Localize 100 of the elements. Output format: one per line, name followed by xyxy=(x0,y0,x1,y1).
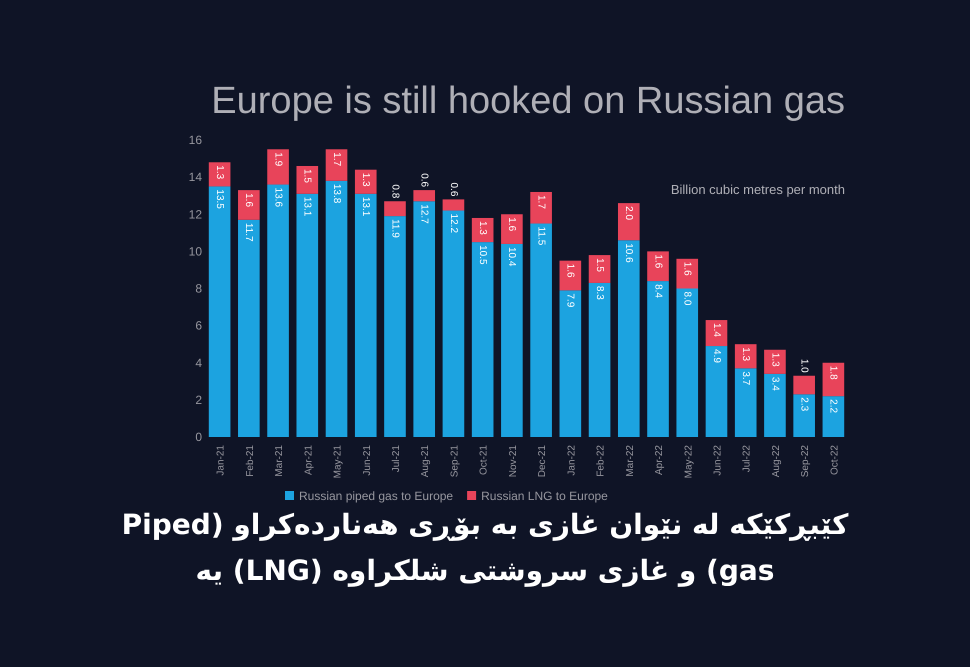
bar xyxy=(472,242,494,437)
bar xyxy=(647,251,669,282)
bar xyxy=(354,194,377,437)
bar xyxy=(618,203,640,240)
bar xyxy=(296,194,318,437)
bar xyxy=(208,162,230,186)
x-tick-label: May-21 xyxy=(332,444,344,478)
data-label: 11.7 xyxy=(243,222,254,242)
data-label: 13.1 xyxy=(360,196,372,217)
bar xyxy=(354,170,377,194)
bar xyxy=(413,190,436,202)
bar xyxy=(326,180,348,437)
bar xyxy=(501,244,523,437)
data-label: 7.9 xyxy=(564,293,576,308)
x-tick-label: Aug-21 xyxy=(420,444,432,478)
bar xyxy=(588,282,610,437)
data-label: 0.6 xyxy=(448,182,459,197)
data-label: 2.3 xyxy=(798,397,810,412)
y-tick-label: 0 xyxy=(195,430,202,444)
bar xyxy=(706,320,728,346)
data-label: 2.2 xyxy=(828,399,839,414)
x-tick-label: Jun-21 xyxy=(362,444,373,476)
bar xyxy=(764,350,786,374)
x-tick-label: Jan-22 xyxy=(566,444,578,476)
data-label: 10.6 xyxy=(623,243,634,264)
y-tick-label: 16 xyxy=(188,133,202,147)
data-label: 3.7 xyxy=(740,371,752,386)
x-tick-label: Sep-21 xyxy=(449,444,460,478)
y-tick-label: 4 xyxy=(195,356,202,370)
bar xyxy=(822,362,844,396)
bar xyxy=(822,396,844,437)
data-label: 13.5 xyxy=(214,189,225,210)
y-tick-label: 12 xyxy=(188,207,202,222)
bar xyxy=(472,218,494,242)
data-label: 1.5 xyxy=(594,258,605,272)
data-label: 12.7 xyxy=(418,204,430,224)
data-label: 10.5 xyxy=(477,245,488,265)
data-label: 2.0 xyxy=(623,206,634,220)
x-tick-label: Mar-22 xyxy=(624,444,636,477)
data-label: 8.0 xyxy=(682,292,693,306)
x-tick-label: Apr-22 xyxy=(654,444,666,476)
bar xyxy=(793,394,815,437)
x-tick-label: Jan-21 xyxy=(216,444,227,476)
data-label: 13.1 xyxy=(302,196,313,217)
bar xyxy=(676,288,698,437)
legend-label: Russian LNG to Europe xyxy=(481,489,608,503)
bar xyxy=(676,258,698,288)
x-tick-label: Feb-21 xyxy=(244,444,256,477)
data-label: 11.9 xyxy=(389,219,400,238)
data-label: 13.6 xyxy=(272,188,284,208)
y-tick-label: 10 xyxy=(188,244,202,258)
data-label: 1.9 xyxy=(272,152,284,167)
data-label: 8.4 xyxy=(652,284,664,298)
bar xyxy=(267,149,289,185)
text: کێبڕکێکە لە نێوان غازی بە بۆڕی هەناردەکراو (Piped gas) و غازی سروشتی شلکراوە (LNG) یە xyxy=(120,507,850,589)
bar xyxy=(734,344,757,368)
x-tick-label: Oct-21 xyxy=(478,444,490,476)
bar xyxy=(706,346,728,437)
bar xyxy=(764,374,786,437)
bar xyxy=(384,216,406,437)
data-label: 12.2 xyxy=(448,214,459,234)
legend-label: Russian piped gas to Europe xyxy=(299,489,454,503)
data-label: 1.0 xyxy=(798,358,810,374)
y-tick-label: 8 xyxy=(195,282,202,296)
y-tick-label: 2 xyxy=(195,392,202,407)
data-label: 1.6 xyxy=(652,254,664,269)
bar xyxy=(208,186,230,437)
chart-title: Europe is still hooked on Russian gas xyxy=(210,79,845,124)
x-tick-label: Jul-22 xyxy=(742,444,753,472)
x-tick-label: Jul-21 xyxy=(390,444,402,472)
data-label: 1.3 xyxy=(769,352,780,368)
data-label: 1.3 xyxy=(477,220,488,236)
y-tick-label: 14 xyxy=(188,170,202,184)
x-tick-label: Oct-22 xyxy=(829,444,840,476)
data-label: 13.8 xyxy=(330,184,342,204)
bar xyxy=(442,210,464,437)
bar xyxy=(647,281,669,437)
data-label: 1.6 xyxy=(564,264,576,278)
x-tick-label: Nov-21 xyxy=(508,444,519,478)
bar xyxy=(560,260,582,290)
x-tick-label: Aug-22 xyxy=(770,444,782,478)
data-label: 10.4 xyxy=(506,246,518,267)
bar xyxy=(238,220,260,437)
bar xyxy=(267,184,289,437)
bar xyxy=(501,214,523,244)
data-label: 8.3 xyxy=(594,286,605,300)
x-tick-label: Apr-21 xyxy=(303,444,314,476)
x-tick-label: Dec-21 xyxy=(537,444,548,478)
data-label: 1.6 xyxy=(682,262,693,276)
bar xyxy=(560,290,582,437)
data-label: 1.6 xyxy=(506,217,518,232)
bar xyxy=(326,149,348,181)
bar xyxy=(530,192,552,224)
bar xyxy=(238,190,260,220)
data-label: 0.6 xyxy=(418,173,430,188)
data-label: 4.9 xyxy=(710,349,722,364)
y-tick-label: 6 xyxy=(195,318,202,333)
data-label: 1.8 xyxy=(828,366,839,380)
bar xyxy=(442,199,464,211)
x-tick-label: Feb-22 xyxy=(596,444,607,477)
